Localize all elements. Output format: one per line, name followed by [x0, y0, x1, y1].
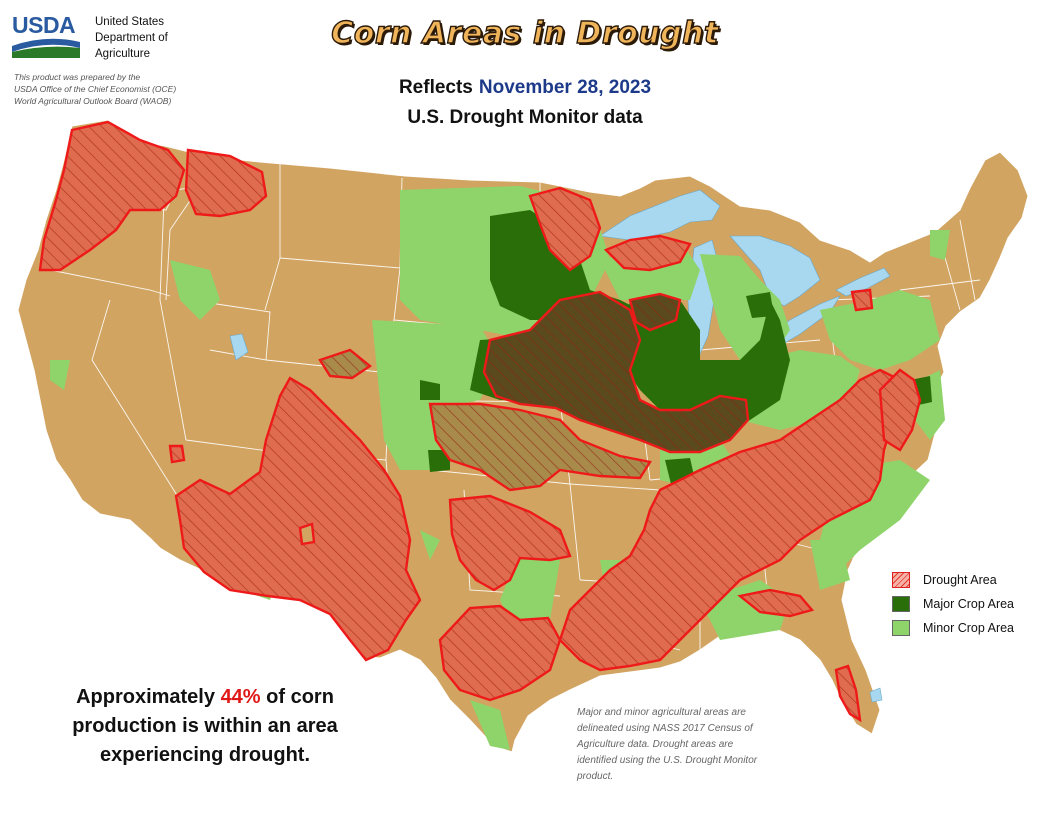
legend-label: Major Crop Area	[923, 597, 1015, 611]
footnote-line: Agriculture data. Drought areas are	[577, 739, 734, 750]
footnote-line: product.	[577, 771, 614, 782]
drought-plains	[318, 348, 373, 380]
drought-corn-belt	[482, 290, 750, 454]
reflects-date-line: Reflects November 28, 2023	[330, 77, 720, 99]
drought-southwest	[174, 376, 422, 662]
prepared-line: USDA Office of the Chief Economist (OCE)	[14, 84, 177, 94]
drought-texas-oklahoma	[448, 494, 572, 592]
usda-logo-text: USDA	[12, 12, 76, 38]
drought-mid-atlantic	[878, 368, 922, 452]
agency-line: United States	[95, 16, 165, 28]
drought-gulf-coast	[737, 588, 815, 618]
agency-line: Agriculture	[95, 48, 150, 60]
drought-areas	[38, 120, 922, 723]
drought-southeast	[558, 368, 902, 672]
agency-name: United States Department of Agriculture	[95, 14, 168, 62]
drought-illinois-indiana	[628, 292, 682, 332]
prepared-line: World Agricultural Outlook Board (WAOB)	[14, 96, 172, 106]
statement-after: of corn production is within an area exp…	[72, 686, 338, 766]
report-date: November 28, 2023	[478, 77, 652, 98]
drought-minnesota	[528, 186, 602, 272]
minor-crop-swatch-icon	[892, 620, 910, 636]
methodology-footnote: Major and minor agricultural areas are d…	[577, 705, 822, 785]
legend-label: Minor Crop Area	[923, 621, 1015, 635]
footnote-line: delineated using NASS 2017 Census of	[577, 723, 753, 734]
drought-patch-nm	[298, 522, 316, 546]
footnote-line: Major and minor agricultural areas are	[577, 707, 746, 718]
drought-share-percent: 44%	[220, 686, 261, 708]
drought-south-texas	[438, 604, 562, 702]
footnote-line: identified using the U.S. Drought Monito…	[577, 755, 758, 766]
drought-wisconsin	[603, 234, 692, 272]
drought-montana-idaho	[184, 148, 268, 218]
usda-logo: USDA	[12, 12, 82, 60]
prepared-by-note: This product was prepared by the USDA Of…	[14, 71, 176, 107]
drought-patch-idaho	[168, 444, 186, 464]
data-source-line: U.S. Drought Monitor data	[407, 107, 643, 128]
statement-before: Approximately	[76, 686, 215, 708]
drought-patch-ny	[850, 288, 874, 312]
drought-share-statement: Approximately 44% of corn production is …	[40, 683, 370, 770]
drought-kansas	[428, 402, 652, 492]
drought-florida	[834, 664, 862, 723]
map-title: Corn Areas in Drought	[331, 15, 719, 51]
major-crop-swatch-icon	[892, 596, 910, 612]
usda-swoosh-icon	[12, 38, 80, 58]
agency-line: Department of	[95, 32, 168, 44]
reflects-label: Reflects	[398, 77, 473, 98]
drought-pacific-northwest	[38, 120, 186, 272]
prepared-line: This product was prepared by the	[14, 72, 141, 82]
legend-label: Drought Area	[923, 573, 997, 587]
drought-swatch-icon	[892, 572, 910, 588]
